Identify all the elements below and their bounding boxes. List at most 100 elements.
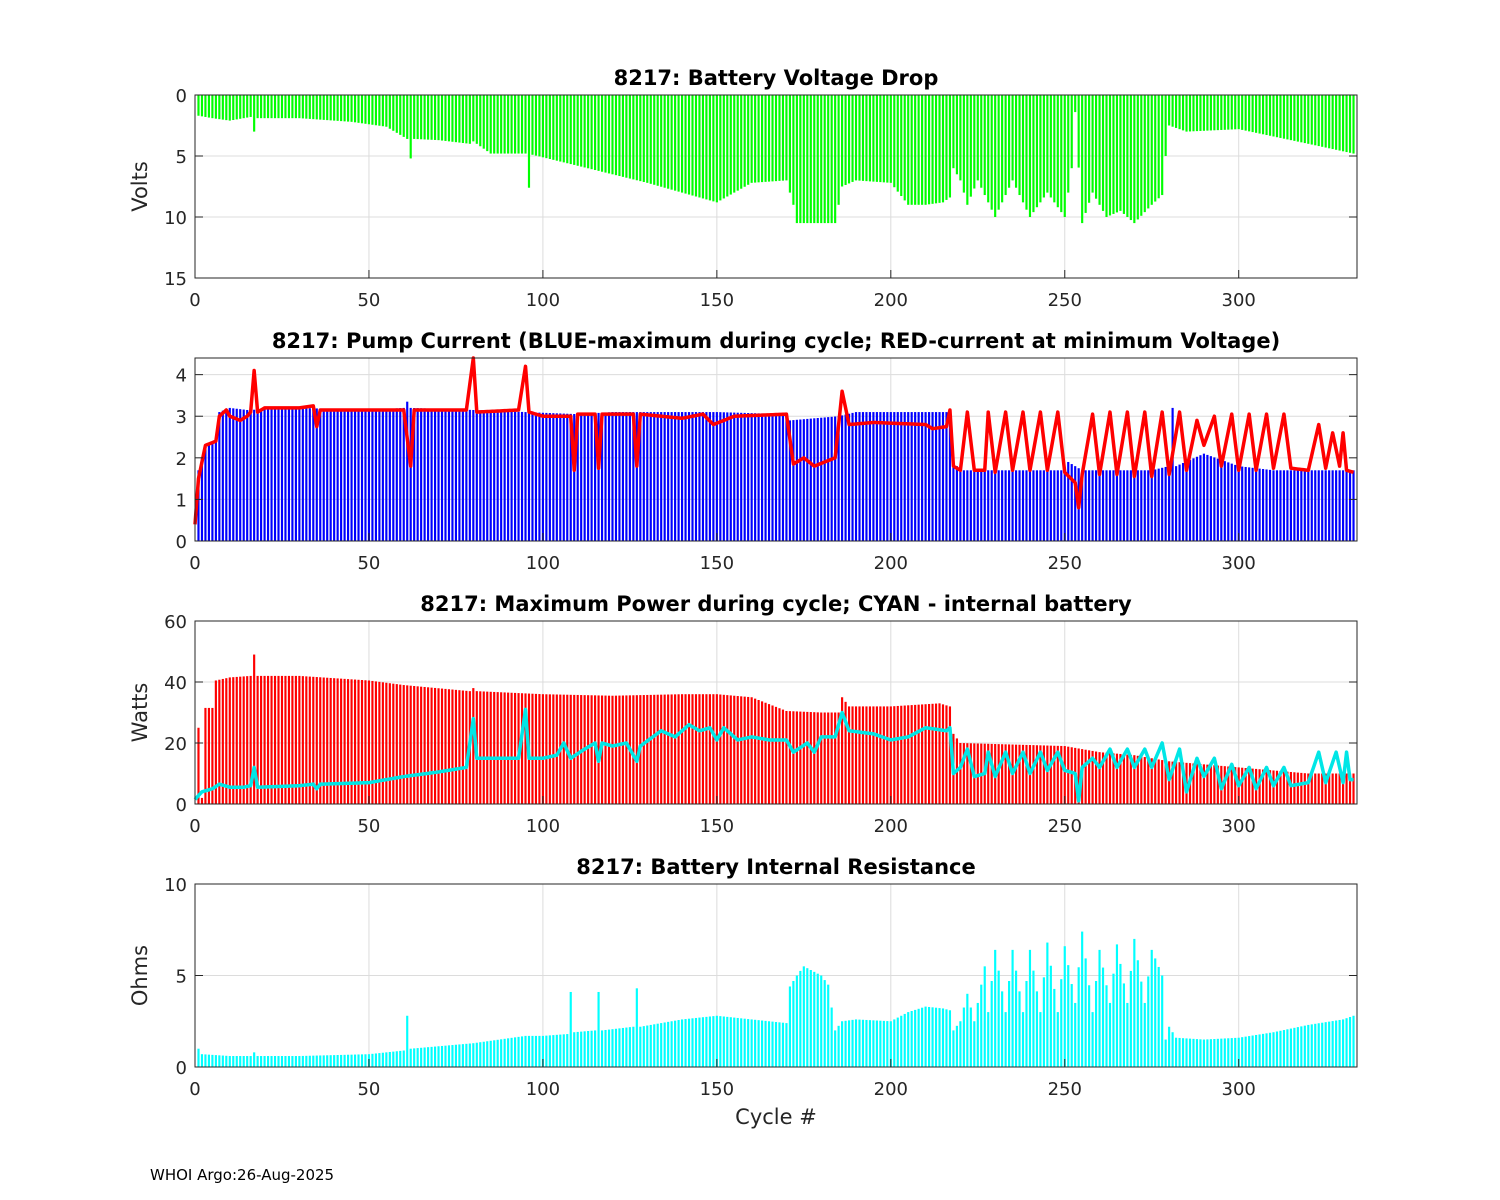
x-tick-label: 250 (1048, 816, 1082, 837)
bar-cycle-195 (872, 95, 875, 182)
bar-cycle-181 (823, 95, 826, 224)
bar-cycle-183 (830, 95, 833, 224)
bar-cycle-330 (1342, 1019, 1345, 1067)
bar-cycle-135 (663, 95, 666, 188)
bar-cycle-67 (427, 95, 430, 140)
bar-cycle-240 (1028, 470, 1032, 541)
bar-cycle-187 (844, 701, 847, 804)
x-tick-label: 150 (700, 553, 734, 574)
bar-cycle-280 (1168, 466, 1171, 541)
bar-cycle-172 (792, 980, 795, 1067)
bar-cycle-269 (1129, 754, 1132, 804)
bar-cycle-17 (253, 409, 256, 541)
bar-cycle-99 (538, 694, 541, 804)
bar-cycle-213 (934, 95, 938, 204)
bar-cycle-304 (1251, 95, 1254, 133)
bar-cycle-102 (548, 1035, 551, 1067)
bar-cycle-21 (266, 409, 270, 541)
bar-cycle-28 (291, 95, 294, 119)
bar-cycle-91 (510, 1037, 513, 1067)
bar-cycle-143 (691, 694, 694, 804)
bar-cycle-271 (1136, 960, 1139, 1067)
bar-cycle-181 (823, 980, 826, 1067)
bar-cycle-254 (1077, 967, 1080, 1067)
bar-cycle-315 (1289, 1028, 1292, 1067)
bar-cycle-208 (917, 95, 920, 205)
bar-cycle-84 (486, 1041, 489, 1067)
bar-cycle-279 (1164, 1039, 1167, 1067)
bar-cycle-92 (513, 411, 517, 541)
bar-cycle-263 (1108, 470, 1112, 541)
bar-cycle-77 (461, 690, 464, 804)
bar-cycle-187 (844, 95, 847, 185)
bar-cycle-38 (326, 1055, 329, 1067)
bar-cycle-290 (1202, 95, 1205, 131)
bar-cycle-326 (1328, 773, 1331, 804)
bar-cycle-238 (1021, 744, 1025, 804)
bar-cycle-62 (409, 407, 412, 541)
bar-cycle-264 (1112, 95, 1115, 214)
bar-cycle-324 (1321, 1022, 1324, 1067)
bar-cycle-112 (583, 95, 586, 168)
bar-cycle-137 (670, 694, 673, 804)
bar-cycle-30 (298, 1056, 301, 1067)
bar-cycle-47 (357, 679, 360, 804)
bar-cycle-227 (983, 470, 986, 541)
bar-cycle-113 (587, 695, 590, 804)
bar-cycle-85 (489, 691, 492, 804)
bar-cycle-308 (1265, 469, 1268, 541)
bar-cycle-320 (1307, 773, 1310, 804)
bar-cycle-278 (1161, 975, 1164, 1067)
bar-cycle-15 (246, 95, 249, 118)
bar-cycle-37 (322, 95, 325, 120)
bar-cycle-216 (945, 1009, 948, 1067)
bar-cycle-233 (1004, 470, 1007, 541)
bar-cycle-29 (294, 1056, 297, 1067)
bar-cycle-70 (437, 95, 440, 141)
bar-cycle-268 (1126, 95, 1129, 217)
bar-cycle-207 (914, 1009, 917, 1067)
bar-cycle-6 (214, 1055, 217, 1067)
bar-cycle-158 (743, 412, 746, 541)
bar-cycle-100 (541, 95, 544, 158)
bar-cycle-68 (430, 1046, 433, 1067)
bar-cycle-99 (538, 1035, 541, 1067)
bar-cycle-240 (1028, 949, 1032, 1067)
bar-cycle-248 (1056, 745, 1059, 804)
bar-cycle-40 (333, 678, 336, 804)
bar-cycle-112 (583, 1031, 586, 1067)
bar-cycle-26 (284, 675, 287, 804)
bar-cycle-124 (625, 1027, 628, 1067)
bar-cycle-131 (649, 1024, 652, 1067)
bar-cycle-67 (427, 687, 430, 804)
bar-cycle-273 (1143, 1002, 1146, 1067)
bar-cycle-236 (1014, 744, 1018, 804)
bar-cycle-101 (545, 1035, 548, 1067)
bar-cycle-22 (270, 1056, 273, 1067)
bar-cycle-212 (931, 1007, 934, 1067)
bar-cycle-219 (955, 1025, 958, 1067)
bar-cycle-197 (879, 95, 882, 183)
bar-cycle-257 (1088, 750, 1091, 804)
bar-cycle-60 (402, 407, 405, 541)
bar-cycle-237 (1018, 470, 1021, 541)
bar-cycle-269 (1129, 95, 1132, 221)
bar-cycle-290 (1202, 453, 1205, 541)
bar-cycle-72 (444, 409, 447, 541)
panel1-ylabel: Volts (128, 161, 152, 212)
bar-cycle-55 (385, 408, 388, 541)
bar-cycle-120 (611, 1029, 614, 1067)
bar-cycle-310 (1272, 95, 1275, 137)
bar-cycle-191 (858, 706, 861, 804)
bar-cycle-101 (545, 95, 548, 159)
bar-cycle-116 (597, 695, 600, 804)
bar-cycle-283 (1178, 1037, 1181, 1067)
bar-cycle-303 (1248, 467, 1251, 541)
x-tick-label: 100 (526, 553, 560, 574)
bar-cycle-228 (987, 743, 990, 804)
bar-cycle-328 (1335, 95, 1338, 150)
bar-cycle-161 (754, 698, 757, 804)
bar-cycle-143 (691, 1018, 694, 1067)
bar-cycle-141 (684, 694, 687, 804)
bar-cycle-129 (642, 1026, 645, 1067)
